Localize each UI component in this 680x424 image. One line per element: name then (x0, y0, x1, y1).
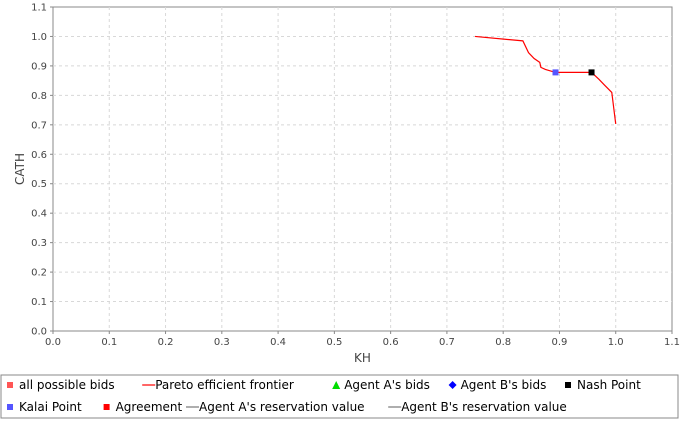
y-tick-label: 0.0 (31, 327, 47, 338)
x-tick-label: 0.0 (45, 337, 61, 348)
y-tick-label: 0.5 (31, 179, 47, 190)
legend-label: Agreement (116, 400, 183, 414)
legend-symbol (448, 381, 457, 389)
kalai-point-marker (552, 69, 559, 76)
plot-area (52, 6, 673, 332)
series (474, 35, 617, 125)
legend-symbol (565, 382, 571, 388)
x-tick-label: 0.2 (158, 337, 174, 348)
legend-agent-b-s-reservation-value: Agent B's reservation value (388, 400, 567, 414)
legend-pareto-efficient-frontier: Pareto efficient frontier (142, 378, 294, 392)
x-tick-label: 0.6 (383, 337, 399, 348)
y-tick-label: 0.6 (31, 150, 47, 161)
legend-nash-point: Nash Point (565, 378, 641, 392)
legend-all-possible-bids: all possible bids (7, 378, 115, 392)
legend-items: all possible bids Pareto efficient fronti… (7, 378, 641, 414)
y-axis-title: CATH (13, 153, 27, 185)
x-tick-label: 0.9 (552, 337, 568, 348)
y-tick-label: 0.1 (31, 297, 47, 308)
x-tick-label: 0.5 (326, 337, 342, 348)
legend-label: Nash Point (577, 378, 641, 392)
legend-agent-a-s-bids: Agent A's bids (332, 378, 430, 392)
x-tick-label: 1.0 (608, 337, 624, 348)
y-tick-label: 0.9 (31, 61, 47, 72)
x-tick-label: 0.8 (495, 337, 511, 348)
x-axis-title: KH (354, 351, 371, 365)
y-tick-label: 1.0 (31, 32, 47, 43)
legend-label: Kalai Point (19, 400, 82, 414)
legend-label: Pareto efficient frontier (155, 378, 294, 392)
y-tick-label: 0.4 (31, 209, 47, 220)
x-tick-label: 0.1 (101, 337, 117, 348)
y-tick-label: 0.7 (31, 120, 47, 131)
legend-symbol (7, 382, 13, 388)
legend-symbol (7, 404, 13, 410)
y-tick-label: 0.3 (31, 238, 47, 249)
nash-point-marker (588, 69, 595, 76)
grid (53, 7, 672, 331)
x-tick-label: 0.4 (270, 337, 286, 348)
legend-symbol (103, 404, 110, 410)
legend-label: all possible bids (19, 378, 115, 392)
legend-label: Agent B's reservation value (401, 400, 567, 414)
x-tick-label: 0.7 (439, 337, 455, 348)
legend-label: Agent B's bids (461, 378, 547, 392)
pareto-frontier-line (474, 35, 617, 125)
legend-agent-b-s-bids: Agent B's bids (448, 378, 547, 392)
legend-agent-a-s-reservation-value: Agent A's reservation value (186, 400, 365, 414)
legend-kalai-point: Kalai Point (7, 400, 82, 414)
y-tick-label: 1.1 (31, 3, 47, 14)
x-axis: 0.0 0.1 0.2 0.3 0.4 0.5 0.6 0.7 0.8 0.9 1.0 1.1 (45, 331, 680, 348)
y-axis: 0.0 0.1 0.2 0.3 0.4 0.5 0.6 0.7 0.8 0.9 1.0 1.1 (31, 3, 53, 338)
legend-symbol (332, 381, 341, 389)
legend-agreement: Agreement (103, 400, 183, 414)
x-tick-label: 0.3 (214, 337, 230, 348)
legend-label: Agent A's reservation value (199, 400, 365, 414)
y-tick-label: 0.8 (31, 91, 47, 102)
legend-label: Agent A's bids (344, 378, 430, 392)
x-tick-label: 1.1 (664, 337, 680, 348)
y-tick-label: 0.2 (31, 268, 47, 279)
